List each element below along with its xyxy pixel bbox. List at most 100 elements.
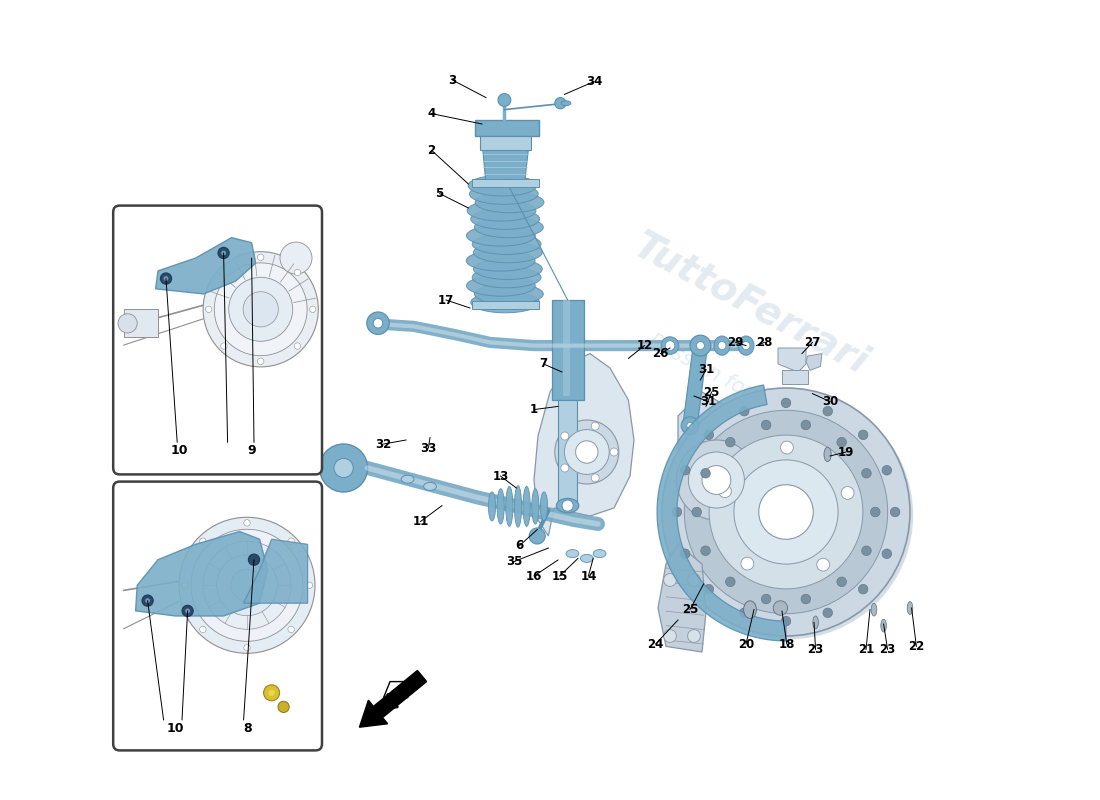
Circle shape: [306, 582, 312, 589]
Ellipse shape: [424, 482, 437, 490]
Ellipse shape: [466, 275, 536, 296]
Circle shape: [662, 388, 910, 636]
Ellipse shape: [744, 601, 757, 618]
FancyBboxPatch shape: [113, 206, 322, 474]
Ellipse shape: [813, 616, 818, 629]
Ellipse shape: [561, 101, 571, 106]
Text: 31: 31: [697, 363, 714, 376]
Circle shape: [742, 342, 750, 350]
Text: 32: 32: [375, 438, 392, 450]
Text: 2: 2: [428, 144, 436, 157]
Text: 10: 10: [167, 722, 185, 734]
Polygon shape: [243, 539, 308, 603]
Circle shape: [309, 306, 316, 313]
Ellipse shape: [472, 234, 541, 254]
Polygon shape: [483, 150, 528, 184]
Circle shape: [666, 391, 913, 639]
Circle shape: [243, 292, 278, 327]
Ellipse shape: [471, 292, 540, 313]
Ellipse shape: [566, 550, 579, 558]
Ellipse shape: [471, 209, 540, 230]
Text: 24: 24: [648, 638, 663, 650]
Circle shape: [861, 546, 871, 555]
Circle shape: [704, 584, 714, 594]
Circle shape: [268, 690, 275, 696]
FancyBboxPatch shape: [113, 482, 322, 750]
Circle shape: [249, 554, 260, 566]
Circle shape: [726, 577, 735, 586]
Circle shape: [244, 645, 250, 651]
Circle shape: [191, 530, 302, 642]
Circle shape: [688, 574, 701, 586]
Circle shape: [801, 420, 811, 430]
Text: 18: 18: [779, 638, 795, 650]
Text: TuttoFerrari: TuttoFerrari: [626, 226, 873, 382]
Circle shape: [781, 398, 791, 408]
Ellipse shape: [881, 619, 887, 632]
Circle shape: [221, 250, 226, 255]
Text: 14: 14: [580, 570, 596, 582]
Ellipse shape: [515, 486, 521, 527]
Circle shape: [801, 594, 811, 604]
Text: 23: 23: [880, 643, 895, 656]
Polygon shape: [658, 544, 706, 652]
Circle shape: [890, 507, 900, 517]
Circle shape: [185, 609, 190, 614]
Circle shape: [334, 458, 353, 478]
Ellipse shape: [473, 242, 542, 262]
Circle shape: [231, 570, 263, 602]
Circle shape: [288, 626, 295, 633]
Ellipse shape: [474, 284, 543, 305]
Circle shape: [295, 343, 300, 350]
Ellipse shape: [488, 492, 496, 521]
Circle shape: [688, 630, 701, 642]
Circle shape: [610, 448, 618, 456]
Circle shape: [701, 469, 711, 478]
Polygon shape: [481, 136, 531, 150]
Circle shape: [710, 435, 862, 589]
Circle shape: [817, 558, 829, 571]
Text: 12: 12: [636, 339, 652, 352]
Circle shape: [684, 410, 888, 614]
Circle shape: [204, 252, 318, 367]
Text: 29: 29: [727, 336, 744, 349]
Circle shape: [575, 441, 598, 463]
Text: since 1985: since 1985: [695, 413, 805, 483]
Polygon shape: [678, 392, 754, 564]
Ellipse shape: [475, 192, 543, 213]
Circle shape: [288, 538, 295, 544]
Text: 7: 7: [539, 358, 548, 370]
Circle shape: [218, 247, 229, 258]
Circle shape: [295, 270, 300, 276]
Circle shape: [702, 466, 730, 494]
Ellipse shape: [524, 486, 530, 526]
Circle shape: [676, 440, 757, 520]
Polygon shape: [123, 310, 158, 338]
Polygon shape: [534, 354, 634, 536]
Circle shape: [145, 598, 150, 603]
Circle shape: [681, 466, 690, 475]
Ellipse shape: [472, 267, 541, 288]
Circle shape: [882, 549, 892, 558]
Circle shape: [681, 549, 690, 558]
Circle shape: [837, 577, 847, 586]
Text: 10: 10: [170, 444, 188, 457]
Circle shape: [704, 430, 714, 440]
Ellipse shape: [540, 492, 548, 521]
Ellipse shape: [468, 200, 536, 221]
Ellipse shape: [506, 486, 513, 526]
Polygon shape: [558, 400, 578, 504]
Polygon shape: [563, 300, 570, 396]
Ellipse shape: [470, 183, 538, 204]
FancyArrow shape: [360, 670, 427, 727]
Circle shape: [781, 441, 793, 454]
Circle shape: [701, 546, 711, 555]
Circle shape: [182, 606, 194, 617]
Text: 34: 34: [586, 75, 602, 88]
Circle shape: [498, 94, 510, 106]
Polygon shape: [778, 348, 806, 372]
Ellipse shape: [824, 447, 832, 462]
Circle shape: [554, 98, 566, 109]
Ellipse shape: [738, 336, 754, 355]
Circle shape: [118, 314, 138, 333]
